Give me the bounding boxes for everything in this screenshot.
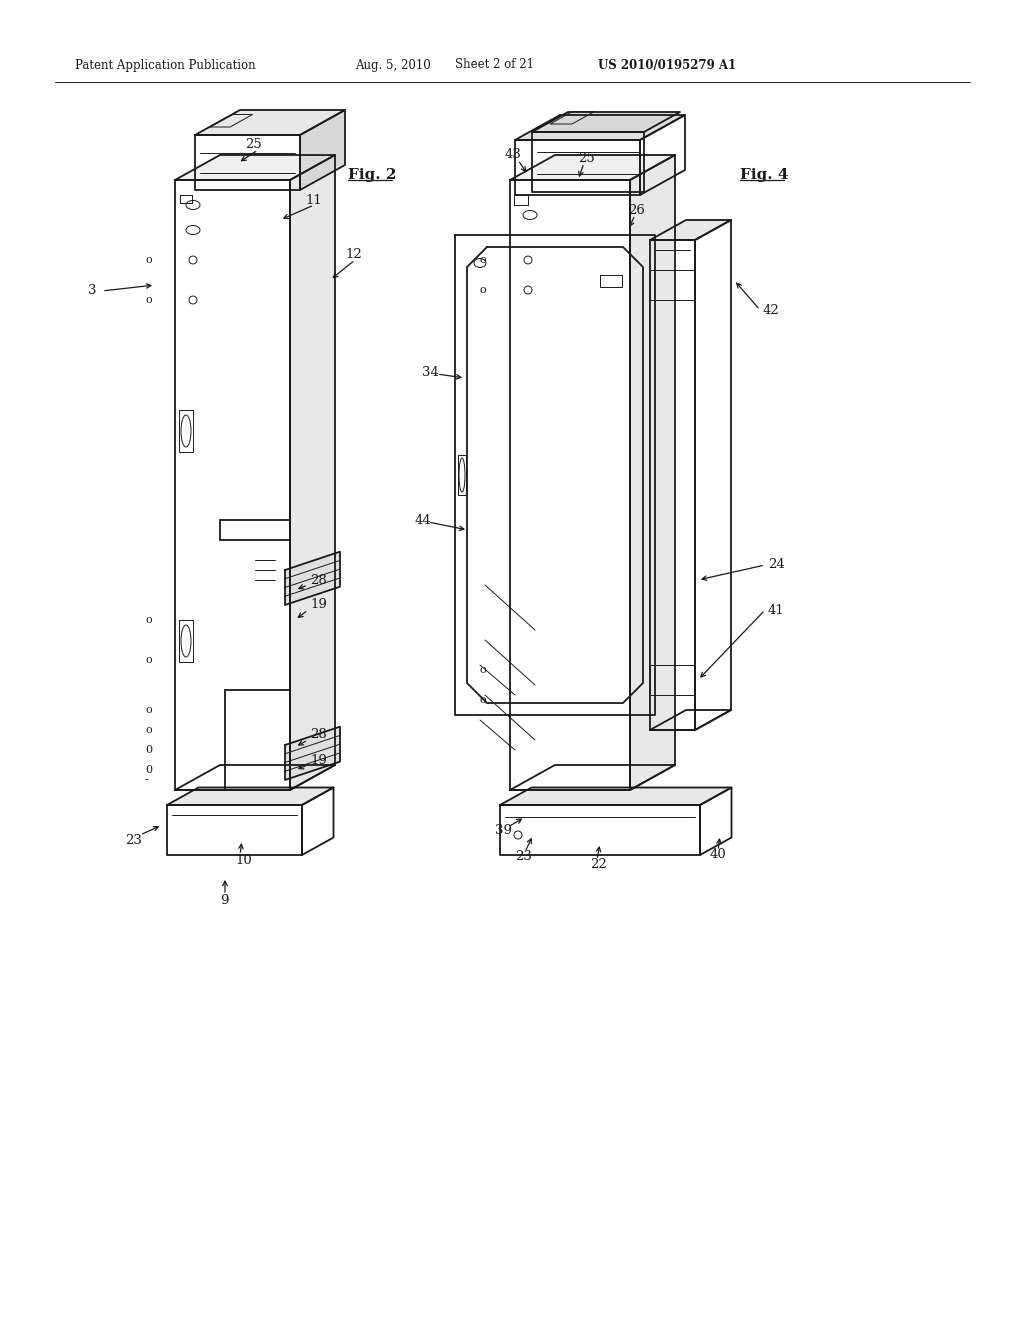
Text: Patent Application Publication: Patent Application Publication [75, 58, 256, 71]
Text: 44: 44 [415, 513, 432, 527]
Text: 25: 25 [578, 152, 595, 165]
Text: 25: 25 [245, 139, 262, 152]
Polygon shape [515, 115, 685, 140]
Text: 26: 26 [628, 203, 645, 216]
Polygon shape [532, 112, 680, 132]
Polygon shape [167, 788, 334, 805]
Text: o: o [145, 294, 152, 305]
Text: 19: 19 [310, 754, 327, 767]
Text: Fig. 4: Fig. 4 [740, 168, 788, 182]
Polygon shape [285, 552, 340, 605]
Text: o: o [145, 725, 152, 735]
Text: 23: 23 [125, 833, 142, 846]
Text: 12: 12 [345, 248, 361, 261]
Text: 24: 24 [768, 558, 784, 572]
Text: 34: 34 [422, 366, 439, 379]
Text: Sheet 2 of 21: Sheet 2 of 21 [455, 58, 534, 71]
Text: o: o [145, 255, 152, 265]
Text: o: o [480, 255, 486, 265]
Text: o: o [480, 696, 486, 705]
Text: 0: 0 [145, 744, 153, 755]
Text: 19: 19 [310, 598, 327, 611]
Text: o: o [480, 285, 486, 294]
Polygon shape [175, 154, 335, 180]
Text: 41: 41 [768, 603, 784, 616]
Polygon shape [290, 154, 335, 789]
Polygon shape [630, 154, 675, 789]
Text: 10: 10 [234, 854, 252, 866]
Text: 22: 22 [590, 858, 607, 871]
Polygon shape [300, 110, 345, 190]
Polygon shape [195, 110, 345, 135]
Text: US 2010/0195279 A1: US 2010/0195279 A1 [598, 58, 736, 71]
Text: o: o [145, 655, 152, 665]
Text: Fig. 2: Fig. 2 [348, 168, 396, 182]
Text: 28: 28 [310, 729, 327, 742]
Text: Aug. 5, 2010: Aug. 5, 2010 [355, 58, 431, 71]
Text: o: o [145, 705, 152, 715]
Text: 40: 40 [710, 849, 727, 862]
Text: 39: 39 [495, 824, 512, 837]
Text: 42: 42 [763, 304, 779, 317]
Polygon shape [510, 154, 675, 180]
Text: o: o [145, 615, 152, 624]
Text: -: - [145, 775, 148, 785]
Text: 43: 43 [505, 149, 522, 161]
Polygon shape [285, 727, 340, 780]
Polygon shape [500, 788, 731, 805]
Polygon shape [650, 220, 731, 240]
Text: 28: 28 [310, 573, 327, 586]
Text: 11: 11 [305, 194, 322, 206]
Text: 23: 23 [515, 850, 531, 863]
Text: o: o [480, 665, 486, 675]
Text: 3: 3 [88, 284, 96, 297]
Text: 9: 9 [220, 894, 228, 907]
Text: 0: 0 [145, 766, 153, 775]
